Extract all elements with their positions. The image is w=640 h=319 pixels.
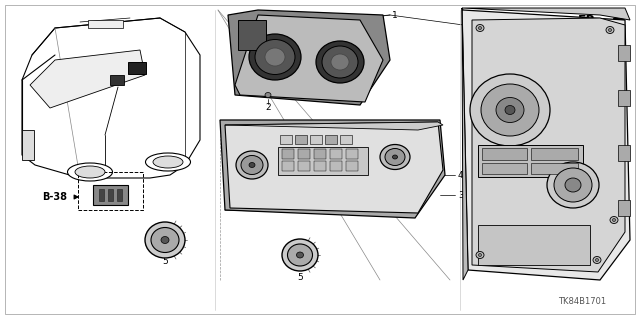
Bar bbox=[618, 200, 630, 216]
Ellipse shape bbox=[145, 153, 191, 171]
Ellipse shape bbox=[316, 41, 364, 83]
Bar bbox=[282, 149, 294, 159]
Bar bbox=[325, 135, 337, 144]
Polygon shape bbox=[22, 18, 200, 178]
Bar bbox=[99, 189, 104, 201]
Ellipse shape bbox=[322, 46, 358, 78]
Ellipse shape bbox=[67, 163, 113, 181]
Ellipse shape bbox=[255, 40, 295, 75]
Polygon shape bbox=[235, 15, 383, 102]
Bar bbox=[531, 148, 578, 160]
Bar bbox=[110, 75, 124, 85]
Polygon shape bbox=[462, 8, 630, 280]
Bar bbox=[330, 161, 342, 171]
Ellipse shape bbox=[547, 162, 599, 208]
Polygon shape bbox=[225, 122, 443, 130]
Ellipse shape bbox=[265, 48, 285, 66]
Polygon shape bbox=[462, 8, 468, 280]
Ellipse shape bbox=[385, 149, 405, 166]
Bar bbox=[618, 145, 630, 161]
Ellipse shape bbox=[606, 26, 614, 33]
Bar bbox=[314, 149, 326, 159]
Ellipse shape bbox=[153, 156, 183, 168]
Bar bbox=[330, 149, 342, 159]
Bar bbox=[117, 189, 122, 201]
Ellipse shape bbox=[236, 151, 268, 179]
Ellipse shape bbox=[479, 254, 481, 256]
Bar bbox=[310, 135, 322, 144]
Ellipse shape bbox=[282, 239, 318, 271]
Bar bbox=[298, 161, 310, 171]
Bar bbox=[88, 20, 123, 28]
Bar bbox=[482, 163, 527, 174]
Bar bbox=[78, 172, 143, 210]
Ellipse shape bbox=[145, 222, 185, 258]
Ellipse shape bbox=[505, 106, 515, 115]
Ellipse shape bbox=[287, 244, 312, 266]
Ellipse shape bbox=[481, 84, 539, 136]
Ellipse shape bbox=[75, 166, 105, 178]
Bar bbox=[478, 225, 590, 265]
Bar bbox=[238, 20, 266, 50]
Ellipse shape bbox=[595, 258, 598, 262]
Text: TK84B1701: TK84B1701 bbox=[558, 298, 606, 307]
Ellipse shape bbox=[331, 54, 349, 70]
Text: 4: 4 bbox=[458, 170, 463, 180]
Polygon shape bbox=[225, 122, 443, 213]
Bar bbox=[346, 149, 358, 159]
Polygon shape bbox=[472, 18, 625, 272]
Ellipse shape bbox=[496, 98, 524, 122]
Text: 1: 1 bbox=[392, 11, 397, 19]
Bar bbox=[298, 149, 310, 159]
Bar bbox=[478, 145, 583, 177]
Bar bbox=[618, 90, 630, 106]
Bar bbox=[280, 135, 292, 144]
Bar bbox=[22, 130, 34, 160]
Text: 5: 5 bbox=[162, 257, 168, 266]
Ellipse shape bbox=[470, 74, 550, 146]
Polygon shape bbox=[220, 120, 445, 218]
Bar bbox=[346, 161, 358, 171]
Ellipse shape bbox=[609, 28, 611, 32]
Ellipse shape bbox=[593, 256, 601, 263]
Text: 5: 5 bbox=[297, 272, 303, 281]
Bar bbox=[93, 185, 128, 205]
Ellipse shape bbox=[612, 219, 616, 221]
Ellipse shape bbox=[151, 227, 179, 253]
Ellipse shape bbox=[392, 155, 397, 159]
Text: B-38: B-38 bbox=[42, 192, 67, 202]
Ellipse shape bbox=[296, 252, 303, 258]
Bar bbox=[482, 148, 527, 160]
Text: 6: 6 bbox=[497, 27, 503, 36]
Ellipse shape bbox=[476, 251, 484, 258]
Bar bbox=[340, 135, 352, 144]
Polygon shape bbox=[228, 10, 390, 105]
Ellipse shape bbox=[479, 26, 481, 29]
Polygon shape bbox=[462, 8, 630, 20]
Text: FR.: FR. bbox=[578, 13, 601, 26]
Polygon shape bbox=[30, 50, 145, 108]
Ellipse shape bbox=[241, 155, 263, 174]
Ellipse shape bbox=[249, 162, 255, 167]
Ellipse shape bbox=[249, 34, 301, 80]
Ellipse shape bbox=[610, 217, 618, 224]
Bar bbox=[128, 62, 146, 74]
Text: 2: 2 bbox=[265, 103, 271, 113]
Bar bbox=[531, 163, 578, 174]
Ellipse shape bbox=[265, 93, 271, 98]
Bar bbox=[618, 45, 630, 61]
Bar bbox=[314, 161, 326, 171]
Ellipse shape bbox=[380, 145, 410, 169]
Bar bbox=[108, 189, 113, 201]
Bar bbox=[295, 135, 307, 144]
Text: 3: 3 bbox=[458, 190, 464, 199]
Ellipse shape bbox=[565, 178, 581, 192]
Ellipse shape bbox=[161, 236, 169, 243]
Bar bbox=[282, 161, 294, 171]
Ellipse shape bbox=[554, 168, 592, 202]
Ellipse shape bbox=[476, 25, 484, 32]
Bar bbox=[278, 147, 368, 175]
